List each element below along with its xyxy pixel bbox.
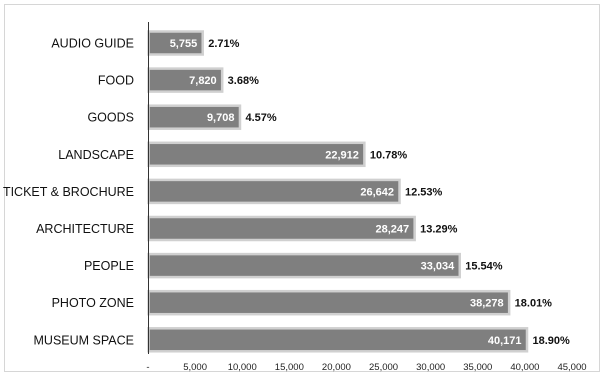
value-label: 7,820 [189,75,217,87]
value-label: 22,912 [325,149,359,161]
percent-label: 2.71% [208,38,239,50]
value-label: 40,171 [488,335,522,347]
category-label: PHOTO ZONE [52,296,134,310]
category-label: TICKET & BROCHURE [3,185,134,199]
x-tick-label: - [146,362,149,373]
x-tick-label: 40,000 [510,362,539,373]
x-tick-label: 20,000 [322,362,351,373]
x-tick-label: 25,000 [369,362,398,373]
value-label: 5,755 [170,38,198,50]
bar-7 [147,289,511,316]
labels-group: AUDIO GUIDE 5,755 2.71% FOOD 7,820 3.68% GOODS… [3,37,570,348]
x-tick-label: 30,000 [416,362,445,373]
category-label: GOODS [87,111,134,125]
category-label: PEOPLE [84,259,134,273]
x-tick-label: 35,000 [463,362,492,373]
x-ticks-group: - 5,000 10,000 15,000 20,000 25,000 30,000 35,0… [146,362,586,373]
percent-label: 18.90% [533,335,571,347]
percent-label: 18.01% [515,298,553,310]
percent-label: 13.29% [420,224,458,236]
value-label: 26,642 [360,186,394,198]
x-tick-label: 15,000 [275,362,304,373]
value-label: 38,278 [470,298,504,310]
percent-label: 3.68% [228,75,259,87]
percent-label: 4.57% [245,112,276,124]
category-label: MUSEUM SPACE [34,333,134,347]
percent-label: 15.54% [465,261,503,273]
category-label: LANDSCAPE [58,148,134,162]
bar-8 [147,327,529,353]
category-label: AUDIO GUIDE [51,37,134,51]
x-tick-label: 45,000 [557,362,586,373]
bars-group [147,30,529,353]
percent-label: 12.53% [405,186,443,198]
category-label: ARCHITECTURE [36,222,134,236]
value-label: 9,708 [207,112,235,124]
percent-label: 10.78% [370,149,408,161]
value-label: 28,247 [375,224,409,236]
bar-6 [147,252,462,279]
x-tick-label: 10,000 [228,362,257,373]
value-label: 33,034 [421,261,456,273]
category-label: FOOD [98,74,134,88]
x-tick-label: 5,000 [183,362,207,373]
